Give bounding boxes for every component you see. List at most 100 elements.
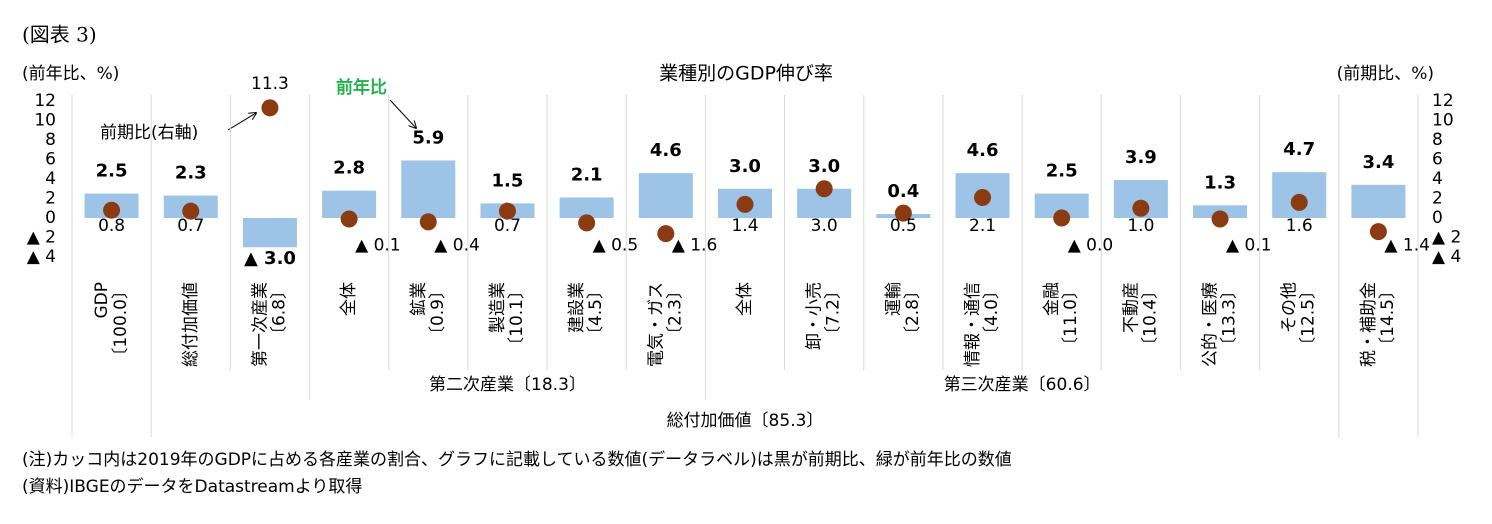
dot xyxy=(1369,223,1387,241)
x-tick-label: 〔2.3〕 xyxy=(665,282,685,343)
x-tick-label: 〔0.9〕 xyxy=(428,282,448,343)
x-tick-label: 〔11.0〕 xyxy=(1061,282,1081,354)
dot xyxy=(1132,199,1150,217)
bar xyxy=(638,173,693,218)
x-tick-label: 〔7.2〕 xyxy=(824,282,844,343)
bar-value-label: 3.0 xyxy=(729,156,761,177)
annotation-arrow xyxy=(389,99,416,128)
dot-value-label: ▲ 0.1 xyxy=(1226,235,1272,255)
dot xyxy=(498,202,516,220)
x-tick-label: 税・補助金 xyxy=(1359,282,1379,367)
dot xyxy=(261,99,279,117)
bar-value-label: ▲ 3.0 xyxy=(244,248,296,269)
x-tick-label: 〔6.8〕 xyxy=(269,282,289,343)
bar-value-label: 5.9 xyxy=(412,127,444,148)
y-tick-label: 6 xyxy=(45,150,56,170)
x-tick-label: 全体 xyxy=(339,282,359,316)
annotation-arrow xyxy=(227,113,256,131)
y-tick-label: 8 xyxy=(45,130,56,150)
y2-tick-label: ▲ 2 xyxy=(1432,228,1461,248)
dot-value-label: 0.8 xyxy=(98,216,125,236)
x-tick-label: 〔10.1〕 xyxy=(507,282,527,354)
dot xyxy=(182,202,200,220)
dot xyxy=(815,180,833,198)
dot-value-label: ▲ 0.4 xyxy=(434,235,480,255)
bar-value-label: 1.3 xyxy=(1204,172,1236,193)
x-tick-label: 電気・ガス xyxy=(646,282,666,367)
group-label: 総付加価値〔85.3〕 xyxy=(667,411,824,431)
note: (注)カッコ内は2019年のGDPに占める各産業の割合、グラフに記載している数値… xyxy=(22,449,1012,470)
dot xyxy=(340,210,358,228)
x-tick-label: 〔12.5〕 xyxy=(1299,282,1319,354)
dot-value-label: 0.5 xyxy=(890,216,917,236)
dot-value-label: 2.1 xyxy=(969,216,996,236)
x-tick-label: 〔10.4〕 xyxy=(1140,282,1160,354)
x-tick-label: 全体 xyxy=(735,282,755,316)
dot xyxy=(1211,210,1229,228)
y2-tick-label: 10 xyxy=(1432,111,1454,131)
x-tick-label: その他 xyxy=(1280,282,1300,333)
x-tick-label: 〔4.0〕 xyxy=(982,282,1002,343)
dot xyxy=(736,195,754,213)
x-tick-label: 〔14.5〕 xyxy=(1378,282,1398,354)
dot xyxy=(578,214,596,232)
annotation: 前期比(右軸) xyxy=(100,123,198,143)
x-tick-label: 鉱業 xyxy=(409,282,429,316)
group-label: 第二次産業〔18.3〕 xyxy=(429,375,586,395)
y-axis-label: (前年比、%) xyxy=(22,64,119,84)
annotation: 前年比 xyxy=(336,77,387,98)
bar xyxy=(1351,184,1406,218)
dot-value-label: ▲ 0.0 xyxy=(1068,235,1114,255)
y2-axis-label: (前期比、%) xyxy=(1337,64,1434,84)
dot-value-label: 1.0 xyxy=(1127,216,1154,236)
dot-value-label: 3.0 xyxy=(811,216,838,236)
bar-value-label: 2.3 xyxy=(175,163,207,184)
dot xyxy=(103,201,121,219)
dot xyxy=(974,189,992,207)
y2-tick-label: 2 xyxy=(1432,189,1443,209)
bar xyxy=(401,160,456,218)
bar-value-label: 0.4 xyxy=(887,181,919,202)
bar-value-label: 3.9 xyxy=(1125,147,1157,168)
y2-tick-label: 6 xyxy=(1432,150,1443,170)
x-tick-label: 情報・通信 xyxy=(963,282,983,367)
y-tick-label: 12 xyxy=(34,91,56,111)
dot-value-label: 0.7 xyxy=(494,216,521,236)
x-tick-label: 第一次産業 xyxy=(250,282,270,367)
y2-tick-label: 0 xyxy=(1432,208,1443,228)
bar xyxy=(242,218,297,248)
dot-value-label: ▲ 0.5 xyxy=(593,235,639,255)
bar-value-label: 3.4 xyxy=(1362,152,1394,173)
dot xyxy=(657,225,675,243)
y-tick-label: 0 xyxy=(45,208,56,228)
x-tick-label: 製造業 xyxy=(488,282,508,333)
x-tick-label: 卸・小売 xyxy=(805,282,825,350)
chart-title: 業種別のGDP伸び率 xyxy=(659,63,833,85)
dot-value-label: ▲ 0.1 xyxy=(355,235,401,255)
bar-value-label: 2.1 xyxy=(571,165,603,186)
x-tick-label: 金融 xyxy=(1042,282,1062,316)
x-tick-label: 運輸 xyxy=(884,282,904,316)
bar-value-label: 3.0 xyxy=(808,156,840,177)
y2-tick-label: 8 xyxy=(1432,130,1443,150)
bar-value-label: 4.7 xyxy=(1283,139,1315,160)
bar-value-label: 2.5 xyxy=(1046,161,1078,182)
x-tick-label: 〔2.8〕 xyxy=(903,282,923,343)
y-tick-label: 10 xyxy=(34,111,56,131)
bar-value-label: 4.6 xyxy=(967,140,999,161)
x-tick-label: 総付加価値 xyxy=(181,282,201,367)
y-tick-label: 2 xyxy=(45,189,56,209)
figure-label: (図表 3) xyxy=(22,23,97,47)
x-tick-label: 〔13.3〕 xyxy=(1220,282,1240,354)
dot xyxy=(1053,209,1071,227)
dot-value-label: 1.6 xyxy=(1286,216,1313,236)
dot-value-label: 1.4 xyxy=(731,216,758,236)
bar-value-label: 2.8 xyxy=(333,158,365,179)
dot xyxy=(894,204,912,222)
y2-tick-label: ▲ 4 xyxy=(1432,247,1461,267)
x-tick-label: 〔100.0〕 xyxy=(111,282,131,365)
y-tick-label: ▲ 4 xyxy=(27,247,56,267)
x-tick-label: 〔4.5〕 xyxy=(586,282,606,343)
x-tick-label: 建設業 xyxy=(567,282,587,333)
